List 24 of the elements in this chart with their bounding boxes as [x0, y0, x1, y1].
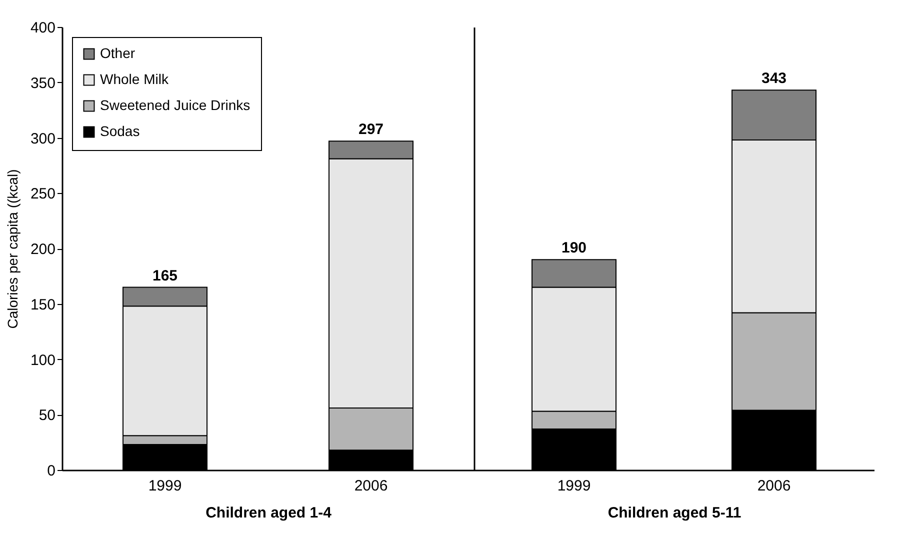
x-tick-label: 1999 — [148, 478, 182, 494]
x-tick-label: 2006 — [354, 478, 388, 494]
total-label: 343 — [761, 70, 787, 88]
x-tick-label: 2006 — [757, 478, 791, 494]
y-tick-label: 0 — [47, 462, 56, 480]
legend-label: Sweetened Juice Drinks — [100, 97, 250, 113]
y-tick-label: 300 — [30, 130, 56, 148]
x-axis-title: Children aged 1-4 — [206, 504, 332, 522]
y-tick-label: 150 — [30, 296, 56, 314]
legend-label: Sodas — [100, 123, 140, 139]
total-label: 165 — [152, 267, 178, 284]
legend-label: Whole Milk — [100, 71, 170, 87]
y-axis-title: Calories per capita ((kcal) — [4, 169, 20, 329]
y-tick-label: 200 — [30, 241, 56, 258]
y-tick-label: 400 — [30, 20, 56, 36]
x-tick-label: 1999 — [557, 478, 591, 494]
total-label: 190 — [561, 240, 587, 257]
legend-label: Other — [100, 45, 136, 61]
y-tick-label: 250 — [30, 186, 56, 203]
x-axis-title: Children aged 5-11 — [608, 504, 742, 522]
total-label: 297 — [358, 121, 384, 138]
y-tick-label: 50 — [38, 407, 56, 424]
y-tick-label: 100 — [30, 352, 56, 369]
y-tick-label: 350 — [30, 74, 56, 92]
